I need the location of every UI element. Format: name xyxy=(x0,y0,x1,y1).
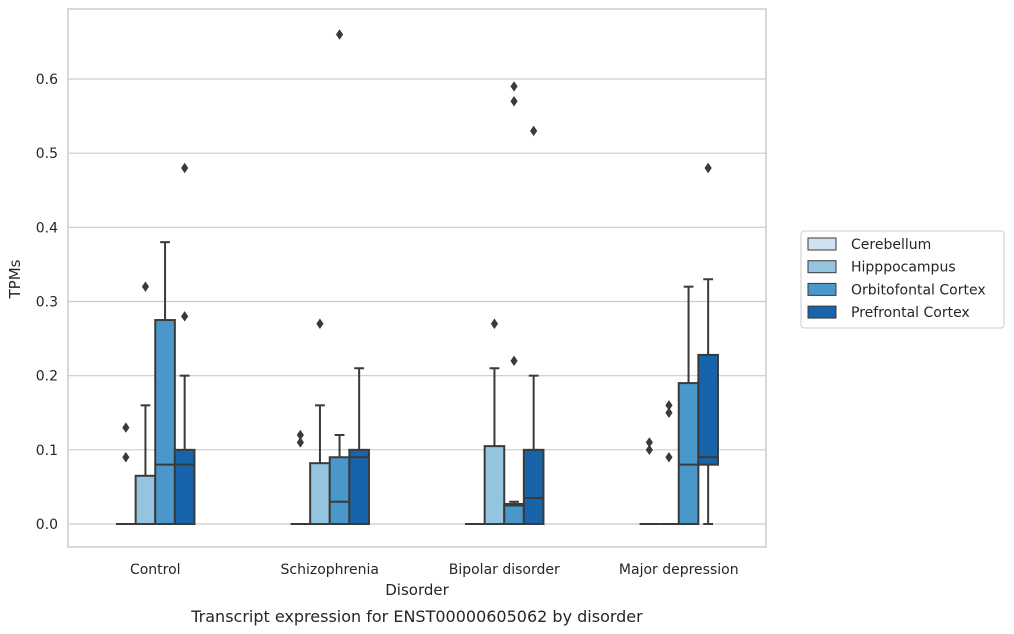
outlier-point xyxy=(645,444,653,456)
boxplot-3-2 xyxy=(522,125,545,526)
boxplot-2-1 xyxy=(328,29,351,525)
box xyxy=(697,353,719,466)
box xyxy=(677,382,700,526)
boxplot-2-3 xyxy=(677,285,700,526)
outlier-point xyxy=(122,452,130,463)
outlier-point xyxy=(510,355,518,367)
y-axis-label: TPMs xyxy=(6,259,24,299)
box xyxy=(309,462,331,525)
legend-items: Cerebellum Hipppocampus Orbitofontal Corte… xyxy=(807,237,986,321)
box xyxy=(328,456,351,525)
legend-label: Cerebellum xyxy=(851,237,931,253)
outlier-point xyxy=(530,125,538,137)
outlier-point xyxy=(316,318,324,329)
y-tick-label: 0.3 xyxy=(36,295,58,311)
y-tick-label: 0.1 xyxy=(36,443,58,459)
boxplot-boxes xyxy=(116,29,719,526)
y-tick-label: 0.0 xyxy=(36,517,58,533)
box xyxy=(154,319,176,525)
x-tick-labels: Control Schizophrenia Bipolar disorder Majo… xyxy=(130,562,739,578)
outlier-point xyxy=(122,422,130,433)
y-tick-label: 0.2 xyxy=(36,369,58,385)
x-tick-label: Control xyxy=(130,562,181,578)
outlier-point xyxy=(335,29,344,40)
outlier-point xyxy=(665,400,673,411)
x-tick-label: Bipolar disorder xyxy=(449,562,560,578)
outlier-point xyxy=(704,162,712,174)
y-tick-label: 0.5 xyxy=(36,146,58,162)
boxplot-2-0 xyxy=(154,241,176,525)
plot-frame xyxy=(67,8,767,548)
outlier-point xyxy=(510,96,518,107)
legend-frame xyxy=(800,230,1005,329)
chart-caption: Transcript expression for ENST0000060506… xyxy=(190,607,643,626)
boxplot-2-2 xyxy=(503,81,525,526)
outlier-point xyxy=(181,162,189,174)
outlier-point xyxy=(141,281,150,292)
outlier-point xyxy=(490,318,499,329)
boxplot-0-0 xyxy=(116,422,136,525)
legend: Cerebellum Hipppocampus Orbitofontal Corte… xyxy=(800,230,1005,329)
box xyxy=(522,448,545,526)
box xyxy=(503,502,525,526)
outlier-point xyxy=(645,437,653,448)
boxplot-3-1 xyxy=(348,367,370,526)
y-tick-label: 0.4 xyxy=(36,220,58,236)
legend-label: Orbitofontal Cortex xyxy=(851,282,986,298)
box xyxy=(483,445,506,525)
y-tick-labels: 0.0 0.1 0.2 0.3 0.4 0.5 0.6 xyxy=(36,72,58,533)
outlier-point xyxy=(296,429,304,441)
x-tick-label: Major depression xyxy=(619,562,739,578)
outlier-point xyxy=(510,81,518,92)
legend-swatch xyxy=(807,260,837,274)
outlier-point xyxy=(665,407,673,418)
box xyxy=(134,474,157,525)
boxplot-1-2 xyxy=(483,318,506,525)
boxplot-3-0 xyxy=(173,162,196,526)
outlier-point xyxy=(181,311,189,322)
legend-swatch xyxy=(807,237,837,251)
y-tick-label: 0.6 xyxy=(36,72,58,88)
legend-label: Prefrontal Cortex xyxy=(851,305,970,321)
boxplot-0-3 xyxy=(639,437,660,525)
legend-swatch xyxy=(807,282,837,296)
boxplot-1-3 xyxy=(659,400,679,525)
box xyxy=(348,448,370,526)
x-axis-label: Disorder xyxy=(385,581,449,599)
boxplot-0-1 xyxy=(290,429,311,525)
boxplot-1-0 xyxy=(134,281,157,525)
legend-swatch xyxy=(807,305,837,319)
outlier-point xyxy=(296,437,304,448)
box xyxy=(173,448,196,526)
legend-label: Hipppocampus xyxy=(851,260,956,276)
x-tick-label: Schizophrenia xyxy=(281,562,379,578)
boxplot-1-1 xyxy=(309,318,331,525)
boxplot-3-3 xyxy=(697,162,719,525)
outlier-point xyxy=(665,452,673,463)
